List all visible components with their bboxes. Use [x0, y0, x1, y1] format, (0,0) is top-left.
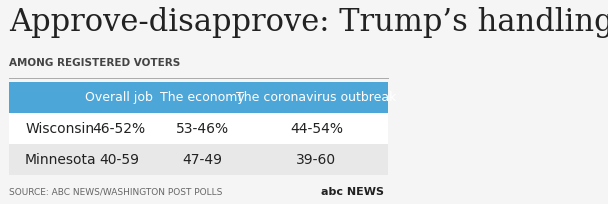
Text: 46-52%: 46-52% — [92, 122, 146, 136]
Text: Wisconsin: Wisconsin — [25, 122, 94, 136]
Text: Minnesota: Minnesota — [25, 153, 97, 167]
Text: The coronavirus outbreak: The coronavirus outbreak — [236, 91, 396, 104]
Bar — [9, 82, 389, 113]
Text: 44-54%: 44-54% — [290, 122, 343, 136]
Text: 40-59: 40-59 — [99, 153, 139, 167]
Text: SOURCE: ABC NEWS/WASHINGTON POST POLLS: SOURCE: ABC NEWS/WASHINGTON POST POLLS — [9, 187, 223, 197]
Bar — [9, 144, 389, 175]
Text: Approve-disapprove: Trump’s handling of...: Approve-disapprove: Trump’s handling of.… — [9, 7, 608, 38]
Text: AMONG REGISTERED VOTERS: AMONG REGISTERED VOTERS — [9, 58, 181, 68]
Text: Overall job: Overall job — [85, 91, 153, 104]
Text: 53-46%: 53-46% — [176, 122, 229, 136]
Bar — [9, 113, 389, 144]
Text: 47-49: 47-49 — [182, 153, 223, 167]
Text: The economy: The economy — [161, 91, 245, 104]
Text: abc NEWS: abc NEWS — [322, 187, 384, 197]
Text: 39-60: 39-60 — [296, 153, 336, 167]
